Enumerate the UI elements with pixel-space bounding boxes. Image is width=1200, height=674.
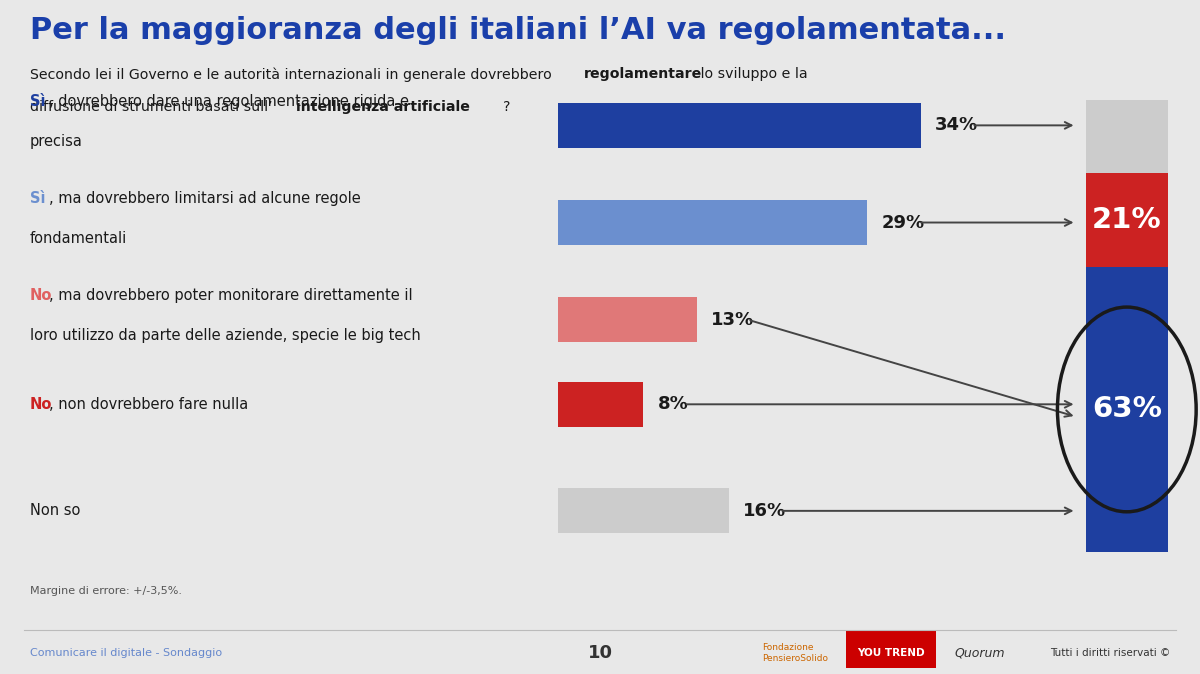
Text: , ma dovrebbero poter monitorare direttamente il: , ma dovrebbero poter monitorare diretta… xyxy=(49,288,413,303)
Text: diffusione di strumenti basati sull’: diffusione di strumenti basati sull’ xyxy=(30,100,272,114)
FancyBboxPatch shape xyxy=(1086,268,1168,551)
Text: No: No xyxy=(30,288,53,303)
Text: Per la maggioranza degli italiani l’AI va regolamentata...: Per la maggioranza degli italiani l’AI v… xyxy=(30,16,1006,44)
Text: Sì: Sì xyxy=(30,191,46,206)
Text: Sì: Sì xyxy=(30,94,46,109)
Text: loro utilizzo da parte delle aziende, specie le big tech: loro utilizzo da parte delle aziende, sp… xyxy=(30,328,421,343)
Text: , ma dovrebbero limitarsi ad alcune regole: , ma dovrebbero limitarsi ad alcune rego… xyxy=(49,191,360,206)
FancyBboxPatch shape xyxy=(558,381,643,427)
Text: Tutti i diritti riservati ©: Tutti i diritti riservati © xyxy=(1050,648,1170,658)
Text: , non dovrebbero fare nulla: , non dovrebbero fare nulla xyxy=(49,397,248,412)
Text: 13%: 13% xyxy=(712,311,754,329)
FancyBboxPatch shape xyxy=(1086,173,1168,268)
Text: Margine di errore: +/-3,5%.: Margine di errore: +/-3,5%. xyxy=(30,586,182,596)
FancyBboxPatch shape xyxy=(558,200,868,245)
Text: Secondo lei il Governo e le autorità internazionali in generale dovrebbero: Secondo lei il Governo e le autorità int… xyxy=(30,67,557,82)
Text: lo sviluppo e la: lo sviluppo e la xyxy=(696,67,808,81)
Text: regolamentare: regolamentare xyxy=(583,67,702,81)
FancyBboxPatch shape xyxy=(558,297,697,342)
Text: Quorum: Quorum xyxy=(954,646,1004,659)
Text: No: No xyxy=(30,397,53,412)
Text: YOU TREND: YOU TREND xyxy=(857,648,925,658)
Text: fondamentali: fondamentali xyxy=(30,231,127,246)
Text: intelligenza artificiale: intelligenza artificiale xyxy=(295,100,469,114)
Text: 63%: 63% xyxy=(1092,396,1162,423)
Text: Non so: Non so xyxy=(30,503,80,518)
Text: Fondazione
PensieroSolido: Fondazione PensieroSolido xyxy=(762,643,828,663)
FancyBboxPatch shape xyxy=(1086,100,1168,173)
Text: 10: 10 xyxy=(588,644,612,662)
Text: Comunicare il digitale - Sondaggio: Comunicare il digitale - Sondaggio xyxy=(30,648,222,658)
Text: 8%: 8% xyxy=(658,395,689,413)
Text: 34%: 34% xyxy=(935,117,978,134)
Text: 21%: 21% xyxy=(1092,206,1162,234)
Text: precisa: precisa xyxy=(30,133,83,148)
FancyBboxPatch shape xyxy=(558,488,728,533)
Text: 16%: 16% xyxy=(743,502,786,520)
FancyBboxPatch shape xyxy=(558,103,920,148)
Text: ?: ? xyxy=(503,100,510,114)
Text: 29%: 29% xyxy=(882,214,925,232)
FancyBboxPatch shape xyxy=(846,630,936,668)
Text: , dovrebbero dare una regolamentazione rigida e: , dovrebbero dare una regolamentazione r… xyxy=(49,94,409,109)
